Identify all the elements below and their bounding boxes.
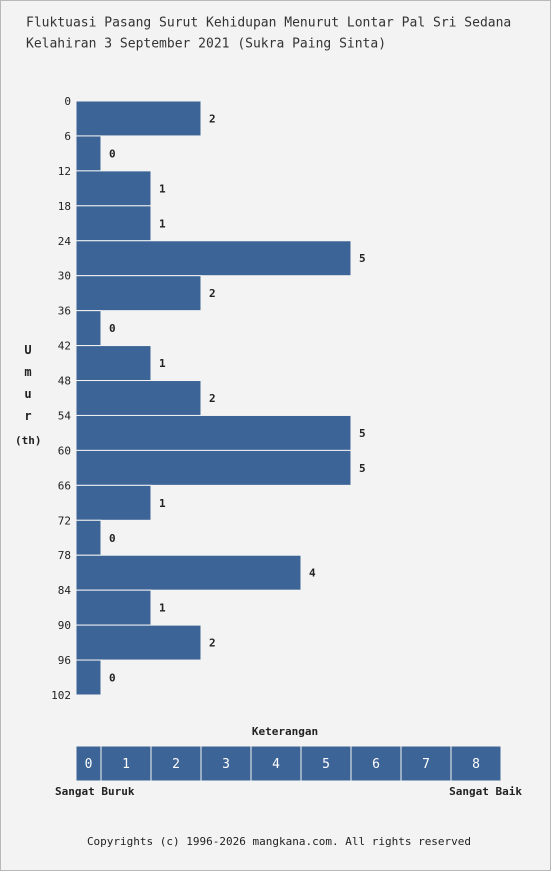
bar bbox=[75, 380, 202, 416]
legend-box-label: 8 bbox=[472, 757, 480, 772]
bar bbox=[75, 554, 302, 591]
y-axis-unit: (th) bbox=[15, 434, 42, 447]
value-label: 4 bbox=[309, 567, 316, 580]
bar bbox=[75, 240, 352, 277]
y-tick-label: 36 bbox=[58, 305, 71, 318]
y-tick-label: 90 bbox=[58, 619, 71, 632]
value-label: 2 bbox=[209, 637, 216, 650]
legend-low-label: Sangat Buruk bbox=[55, 785, 135, 798]
bar bbox=[75, 659, 102, 696]
bar bbox=[75, 170, 152, 207]
y-tick-label: 78 bbox=[58, 549, 71, 562]
legend-box bbox=[150, 745, 202, 782]
footer: Copyrights (c) 1996-2026 mangkana.com. A… bbox=[87, 835, 471, 848]
legend-box bbox=[450, 745, 502, 782]
y-tick-label: 12 bbox=[58, 165, 71, 178]
legend-box bbox=[400, 745, 452, 782]
legend-box bbox=[75, 745, 102, 782]
bar bbox=[75, 414, 352, 451]
y-tick-label: 72 bbox=[58, 514, 71, 527]
y-tick-label: 102 bbox=[51, 689, 71, 702]
bar bbox=[75, 205, 152, 242]
bar bbox=[75, 449, 352, 486]
bar bbox=[75, 519, 102, 556]
value-label: 1 bbox=[159, 182, 166, 195]
y-tick-label: 42 bbox=[58, 340, 71, 353]
legend-box-label: 4 bbox=[272, 757, 280, 772]
y-tick-label: 48 bbox=[58, 375, 71, 388]
legend-box-label: 2 bbox=[172, 757, 180, 772]
value-label: 0 bbox=[109, 147, 116, 160]
y-tick-label: 54 bbox=[58, 409, 72, 422]
legend-high-label: Sangat Baik bbox=[449, 785, 522, 798]
y-tick-label: 0 bbox=[64, 95, 71, 108]
legend-box bbox=[300, 745, 352, 782]
value-label: 1 bbox=[159, 357, 166, 370]
bar bbox=[75, 275, 202, 312]
y-tick-label: 84 bbox=[58, 584, 72, 597]
y-tick-label: 18 bbox=[58, 200, 71, 213]
legend-box-label: 7 bbox=[422, 757, 430, 772]
value-label: 1 bbox=[159, 217, 166, 230]
legend-title: Keterangan bbox=[252, 725, 318, 738]
y-tick-label: 6 bbox=[64, 130, 71, 143]
value-label: 5 bbox=[359, 462, 366, 475]
value-label: 0 bbox=[109, 322, 116, 335]
legend-box bbox=[250, 745, 302, 782]
value-label: 0 bbox=[109, 532, 116, 545]
value-label: 2 bbox=[209, 392, 216, 405]
legend-box-label: 1 bbox=[122, 757, 130, 772]
legend-box-label: 5 bbox=[322, 757, 330, 772]
chart-title: Fluktuasi Pasang Surut Kehidupan Menurut… bbox=[26, 16, 511, 31]
y-tick-label: 66 bbox=[58, 479, 71, 492]
bar bbox=[75, 484, 152, 521]
legend-box-label: 6 bbox=[372, 757, 380, 772]
value-label: 5 bbox=[359, 427, 366, 440]
bar bbox=[75, 310, 102, 347]
chart-subtitle: Kelahiran 3 September 2021 (Sukra Paing … bbox=[26, 37, 386, 52]
bar bbox=[75, 345, 152, 382]
value-label: 2 bbox=[209, 287, 216, 300]
legend-box-label: 3 bbox=[222, 757, 230, 772]
y-axis-label: Umur bbox=[21, 343, 35, 431]
y-tick-label: 60 bbox=[58, 444, 71, 457]
bar bbox=[75, 624, 202, 661]
y-tick-label: 24 bbox=[58, 235, 72, 248]
value-label: 1 bbox=[159, 497, 166, 510]
value-label: 0 bbox=[109, 672, 116, 685]
y-tick-label: 96 bbox=[58, 654, 71, 667]
y-tick-label: 30 bbox=[58, 270, 71, 283]
legend-box-label: 0 bbox=[85, 757, 93, 772]
bar bbox=[75, 100, 202, 137]
value-label: 5 bbox=[359, 252, 366, 265]
legend-box bbox=[350, 745, 402, 782]
legend-box bbox=[100, 745, 152, 782]
value-label: 1 bbox=[159, 602, 166, 615]
value-label: 2 bbox=[209, 112, 216, 125]
bar bbox=[75, 135, 102, 172]
bar bbox=[75, 589, 152, 626]
